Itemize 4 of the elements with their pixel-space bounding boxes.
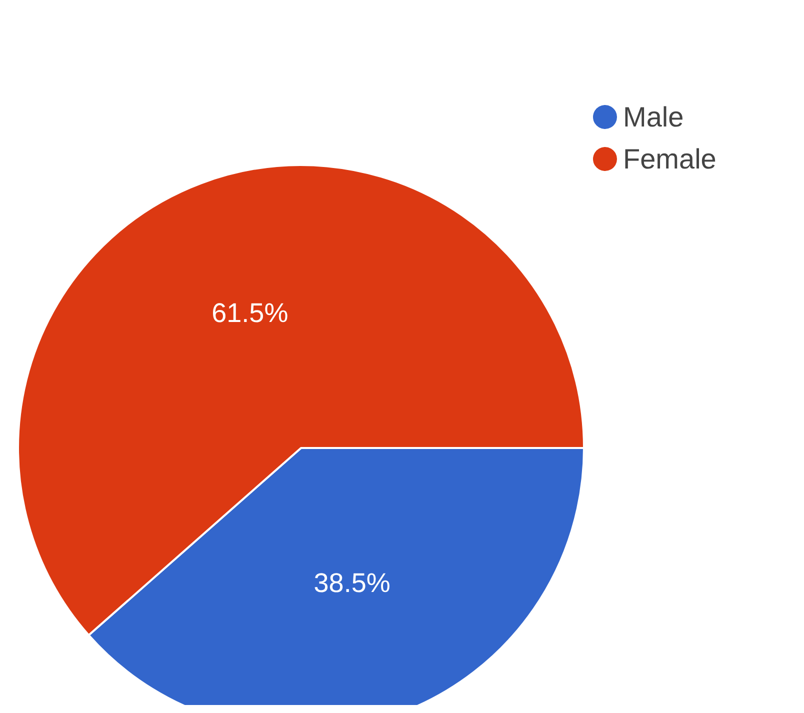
legend-label: Female [623, 144, 716, 174]
data-label: 61.5% [212, 298, 288, 328]
legend-label: Male [623, 102, 684, 132]
data-label: 38.5% [314, 568, 390, 598]
